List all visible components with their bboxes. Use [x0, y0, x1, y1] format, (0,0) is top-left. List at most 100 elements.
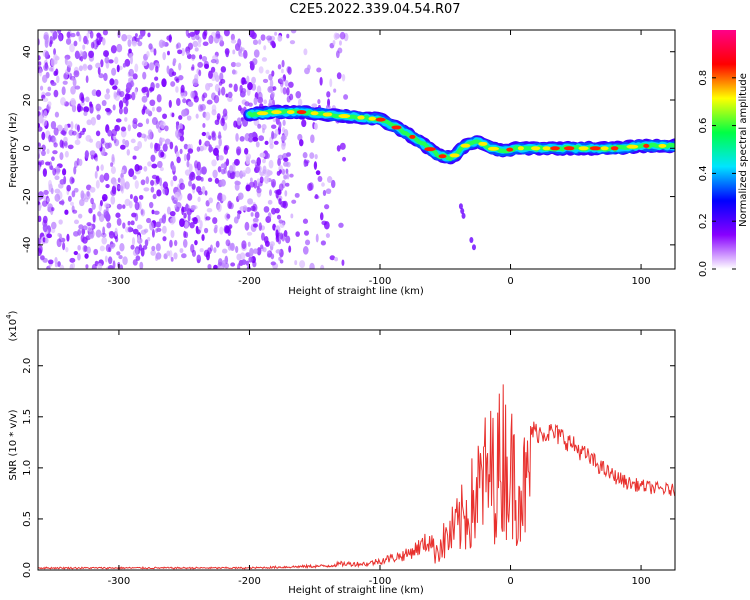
noise-speckle: [258, 222, 262, 231]
snr-xtick-label: 0: [507, 576, 513, 587]
noise-speckle: [285, 235, 291, 244]
noise-speckle: [283, 174, 288, 180]
noise-speckle: [41, 144, 46, 152]
noise-speckle: [157, 160, 163, 169]
noise-speckle: [141, 108, 146, 115]
noise-speckle: [331, 179, 336, 189]
noise-speckle: [114, 124, 121, 132]
noise-speckle: [89, 186, 96, 193]
noise-speckle: [127, 124, 131, 132]
noise-speckle: [244, 147, 249, 155]
noise-speckle: [101, 193, 108, 202]
noise-speckle: [92, 213, 96, 223]
noise-speckle: [271, 40, 275, 47]
noise-speckle: [295, 231, 300, 237]
noise-speckle: [124, 181, 130, 190]
noise-speckle: [286, 87, 290, 96]
noise-speckle: [220, 168, 226, 175]
noise-speckle: [169, 141, 174, 150]
noise-speckle: [195, 34, 200, 41]
noise-speckle: [148, 43, 153, 50]
noise-speckle: [79, 198, 85, 207]
noise-speckle: [281, 233, 286, 242]
noise-speckle: [208, 70, 213, 79]
noise-speckle: [179, 248, 184, 254]
noise-speckle: [113, 78, 119, 86]
noise-speckle: [329, 255, 336, 261]
noise-speckle: [267, 212, 272, 220]
noise-speckle: [150, 249, 156, 256]
noise-speckle: [227, 96, 233, 102]
noise-speckle: [66, 31, 71, 39]
noise-speckle: [314, 193, 319, 199]
noise-speckle: [179, 218, 185, 227]
noise-speckle: [76, 31, 80, 37]
noise-speckle: [269, 79, 274, 88]
noise-speckle: [237, 263, 241, 269]
noise-speckle: [190, 204, 196, 211]
noise-speckle: [155, 65, 159, 73]
snr-ylabel: SNR (10 * v/v): [8, 409, 19, 480]
noise-speckle: [38, 61, 42, 66]
noise-speckle: [122, 63, 126, 68]
noise-speckle: [260, 244, 264, 250]
noise-speckle: [140, 179, 146, 186]
noise-speckle: [247, 136, 254, 143]
noise-speckle: [124, 93, 130, 101]
noise-speckle: [53, 89, 59, 98]
noise-speckle: [127, 226, 133, 233]
noise-speckle: [155, 243, 161, 252]
noise-speckle: [155, 252, 162, 260]
noise-speckle: [71, 177, 75, 184]
noise-speckle: [230, 262, 236, 267]
noise-speckle: [224, 48, 230, 55]
noise-speckle: [110, 162, 114, 167]
noise-speckle: [153, 210, 160, 215]
noise-speckle: [220, 66, 227, 73]
noise-speckle: [212, 55, 219, 61]
noise-speckle: [54, 193, 61, 202]
noise-speckle: [220, 117, 225, 127]
noise-speckle: [192, 217, 198, 225]
noise-speckle: [201, 55, 208, 62]
colorbar-tick-label: 0.4: [698, 165, 709, 181]
noise-speckle: [97, 67, 101, 75]
noise-speckle: [303, 230, 309, 236]
noise-speckle: [146, 51, 150, 58]
noise-speckle: [272, 86, 277, 91]
noise-speckle: [319, 76, 323, 86]
noise-speckle: [161, 214, 167, 224]
noise-speckle: [73, 219, 80, 225]
noise-speckle: [327, 98, 331, 107]
noise-speckle: [213, 264, 218, 269]
noise-speckle: [137, 122, 143, 128]
noise-speckle: [274, 31, 278, 36]
noise-speckle: [193, 160, 199, 169]
noise-speckle: [130, 244, 135, 250]
noise-speckle: [129, 194, 133, 200]
noise-speckle: [137, 41, 143, 47]
noise-speckle: [162, 143, 168, 152]
ridge-hotspot: [338, 114, 351, 119]
noise-speckle: [188, 163, 193, 173]
noise-speckle: [120, 234, 124, 239]
noise-speckle: [206, 207, 213, 213]
noise-speckle: [122, 222, 126, 229]
ridge-hotspot: [322, 112, 333, 117]
noise-speckle: [185, 203, 189, 212]
noise-speckle: [70, 121, 74, 130]
noise-speckle: [280, 84, 284, 94]
snr-exponent-label: (x104): [5, 310, 19, 341]
ridge-hotspot: [460, 143, 471, 148]
noise-speckle: [239, 136, 245, 142]
noise-speckle: [86, 119, 92, 126]
noise-speckle: [119, 184, 124, 192]
noise-speckle: [131, 212, 137, 218]
noise-speckle: [333, 88, 337, 93]
noise-speckle: [105, 184, 110, 189]
noise-speckle: [90, 41, 95, 49]
noise-speckle: [241, 77, 245, 86]
noise-speckle: [66, 184, 72, 192]
ridge-hotspot: [391, 125, 402, 130]
noise-speckle: [254, 164, 261, 173]
